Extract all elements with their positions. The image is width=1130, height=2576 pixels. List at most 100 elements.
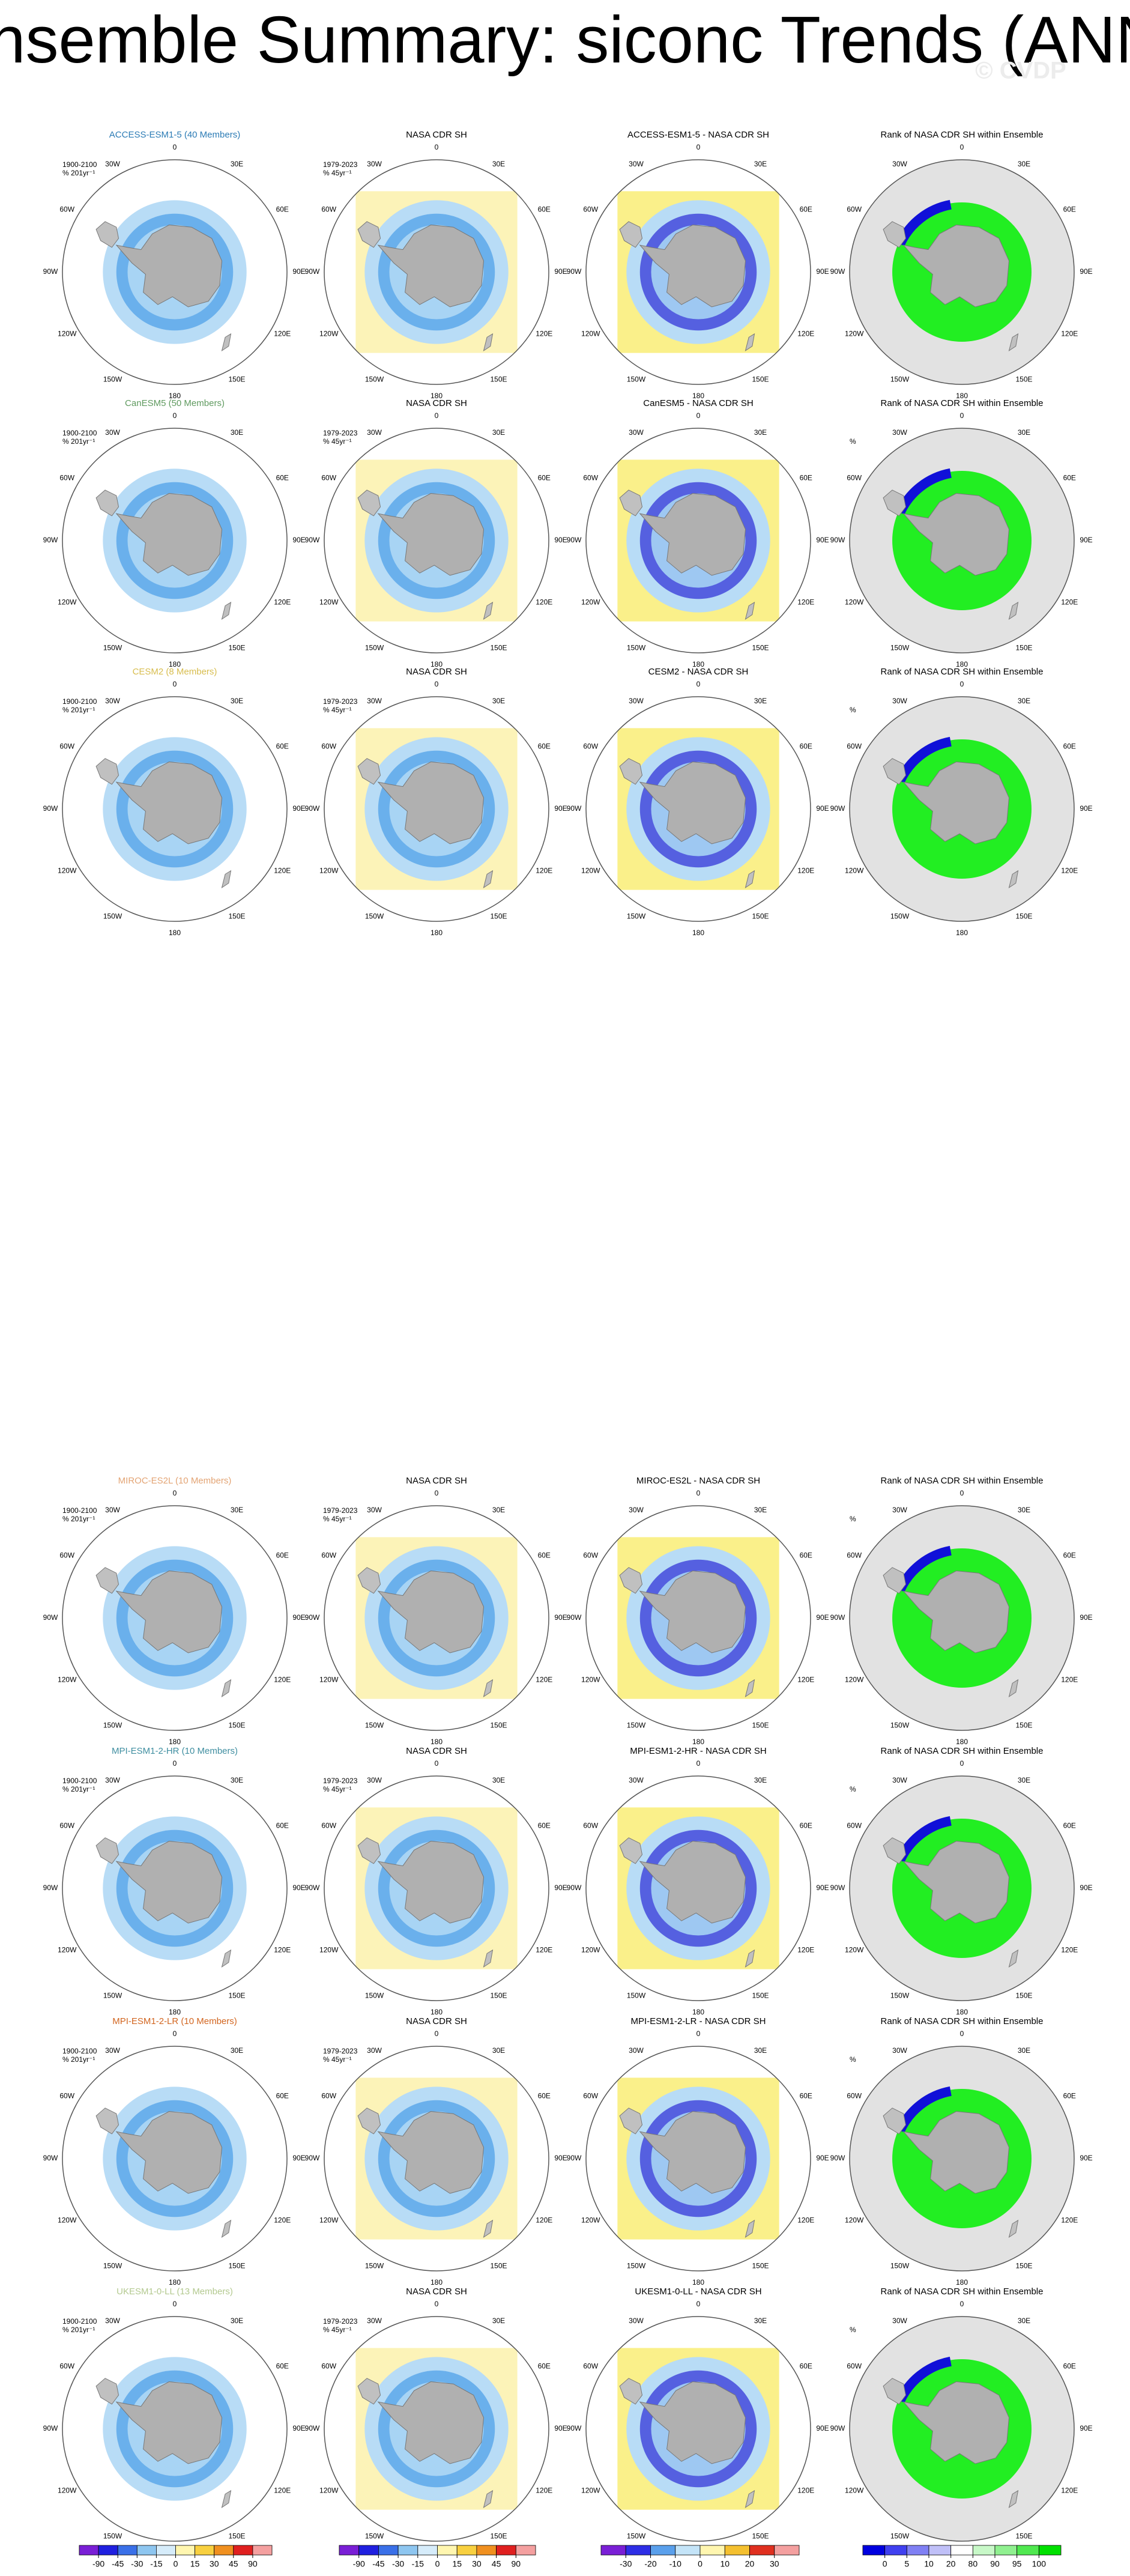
longitude-label: 150E [228,1721,245,1729]
longitude-label: 150E [1015,2261,1032,2270]
longitude-label: 90W [43,1613,58,1622]
longitude-label: 60E [1063,1551,1076,1560]
longitude-label: 30E [492,2317,505,2325]
rank-title: Rank of NASA CDR SH within Ensemble [881,130,1044,140]
colorbar-box [972,2545,996,2556]
colorbar-tick-label: 80 [968,2559,978,2569]
colorbar-tick-label: 30 [472,2559,482,2569]
longitude-label: 90E [816,2154,829,2162]
colorbar-box [339,2545,360,2556]
colorbar-tick-label: -15 [150,2559,162,2569]
longitude-label: 90E [816,804,829,813]
colorbar-box [156,2545,176,2556]
longitude-label: 120W [845,2216,864,2225]
longitude-label: 60E [800,2092,812,2100]
new-zealand [221,1679,232,1698]
rank-title: Rank of NASA CDR SH within Ensemble [881,2016,1044,2026]
map-panel: 0 30E 60E 90E 120E 150E 180 150W 120W 90W 60W 30W [567,680,829,937]
longitude-label: 90W [567,1884,582,1892]
colorbar-tick-label: 0 [435,2559,440,2569]
longitude-label: 120W [58,2216,77,2225]
colorbar-tick-label: 30 [210,2559,219,2569]
colorbar-tick-label: -20 [644,2559,656,2569]
model-label: MPI-ESM1-2-LR (10 Members) [112,2016,237,2026]
longitude-label: 0 [960,2029,964,2038]
longitude-label: 30E [231,160,243,168]
longitude-label: 120W [319,1676,339,1684]
longitude-label: 120E [274,1946,291,1954]
longitude-label: 30W [105,2046,120,2055]
longitude-label: 0 [696,411,701,420]
longitude-label: 30E [754,1776,767,1784]
antarctica [902,2381,1010,2464]
colorbar-tick-label: -30 [620,2559,632,2569]
model-units: % 201yr⁻¹ [62,2326,95,2334]
longitude-label: 30E [754,697,767,705]
longitude-label: 150E [752,375,769,383]
colorbar-tick-label: 95 [1012,2559,1022,2569]
longitude-label: 90E [816,1884,829,1892]
longitude-label: 90E [1080,2154,1092,2162]
longitude-label: 120E [536,598,552,607]
south-america [619,1837,643,1864]
longitude-label: 60E [1063,2092,1076,2100]
longitude-label: 150E [490,2532,507,2540]
map-panel: 0 30E 60E 90E 120E 150E 180 150W 120W 90W 60W 30W [43,143,306,400]
rank-title: Rank of NASA CDR SH within Ensemble [881,398,1044,408]
longitude-label: 120W [845,867,864,875]
longitude-label: 120W [58,1946,77,1954]
longitude-label: 150W [890,912,910,920]
south-america [883,1837,907,1864]
longitude-label: 180 [692,929,704,937]
model-label: ACCESS-ESM1-5 (40 Members) [109,130,240,140]
longitude-label: 60W [583,2362,598,2371]
longitude-label: 60E [538,2362,551,2371]
new-zealand [483,2219,494,2238]
colorbar-tick-label: 10 [720,2559,730,2569]
longitude-label: 150W [890,2261,910,2270]
antarctica [639,224,746,308]
longitude-label: 60W [847,2362,862,2371]
longitude-label: 120E [536,1946,552,1954]
longitude-label: 30E [754,2317,767,2325]
longitude-label: 120E [797,330,814,338]
longitude-label: 150W [103,375,122,383]
longitude-label: 30E [1018,428,1030,437]
obs-units: % 45yr⁻¹ [323,437,352,446]
longitude-label: 60E [800,205,812,214]
colorbar-box [994,2545,1018,2556]
map-panel: 0 30E 60E 90E 120E 150E 180 150W 120W 90W 60W 30W [567,2029,829,2287]
longitude-label: 150W [103,643,122,652]
longitude-label: 90E [554,267,567,276]
model-period: 1900-2100 [62,697,97,706]
south-america [95,2108,119,2135]
longitude-label: 180 [431,660,443,668]
longitude-label: 150E [228,2261,245,2270]
longitude-label: 120E [797,2216,814,2225]
longitude-label: 150E [1015,375,1032,383]
rank-units: % [850,2055,856,2064]
map-border [62,1505,288,1731]
longitude-label: 30E [1018,2046,1030,2055]
colorbar-box [476,2545,497,2556]
longitude-label: 150E [228,912,245,920]
south-america [883,1567,907,1594]
longitude-label: 120W [319,598,339,607]
new-zealand [483,1679,494,1698]
colorbar-tick-label: 0 [174,2559,178,2569]
longitude-label: 150E [490,643,507,652]
colorbar-box [950,2545,973,2556]
diff-title: CanESM5 - NASA CDR SH [643,398,753,408]
colorbar-tick-label: 5 [904,2559,909,2569]
longitude-label: 150E [1015,643,1032,652]
longitude-label: 30W [367,1506,382,1514]
longitude-label: 30E [492,1776,505,1784]
longitude-label: 90W [830,2154,845,2162]
map-panel: 0 30E 60E 90E 120E 150E 180 150W 120W 90W 60W 30W [567,1489,829,1746]
longitude-label: 180 [692,392,704,400]
rank-title: Rank of NASA CDR SH within Ensemble [881,1476,1044,1486]
longitude-label: 180 [956,929,968,937]
map-panel: 0 30E 60E 90E 120E 150E 180 150W 120W 90W 60W 30W [567,411,829,668]
longitude-label: 90E [1080,1884,1092,1892]
south-america [357,1567,381,1594]
